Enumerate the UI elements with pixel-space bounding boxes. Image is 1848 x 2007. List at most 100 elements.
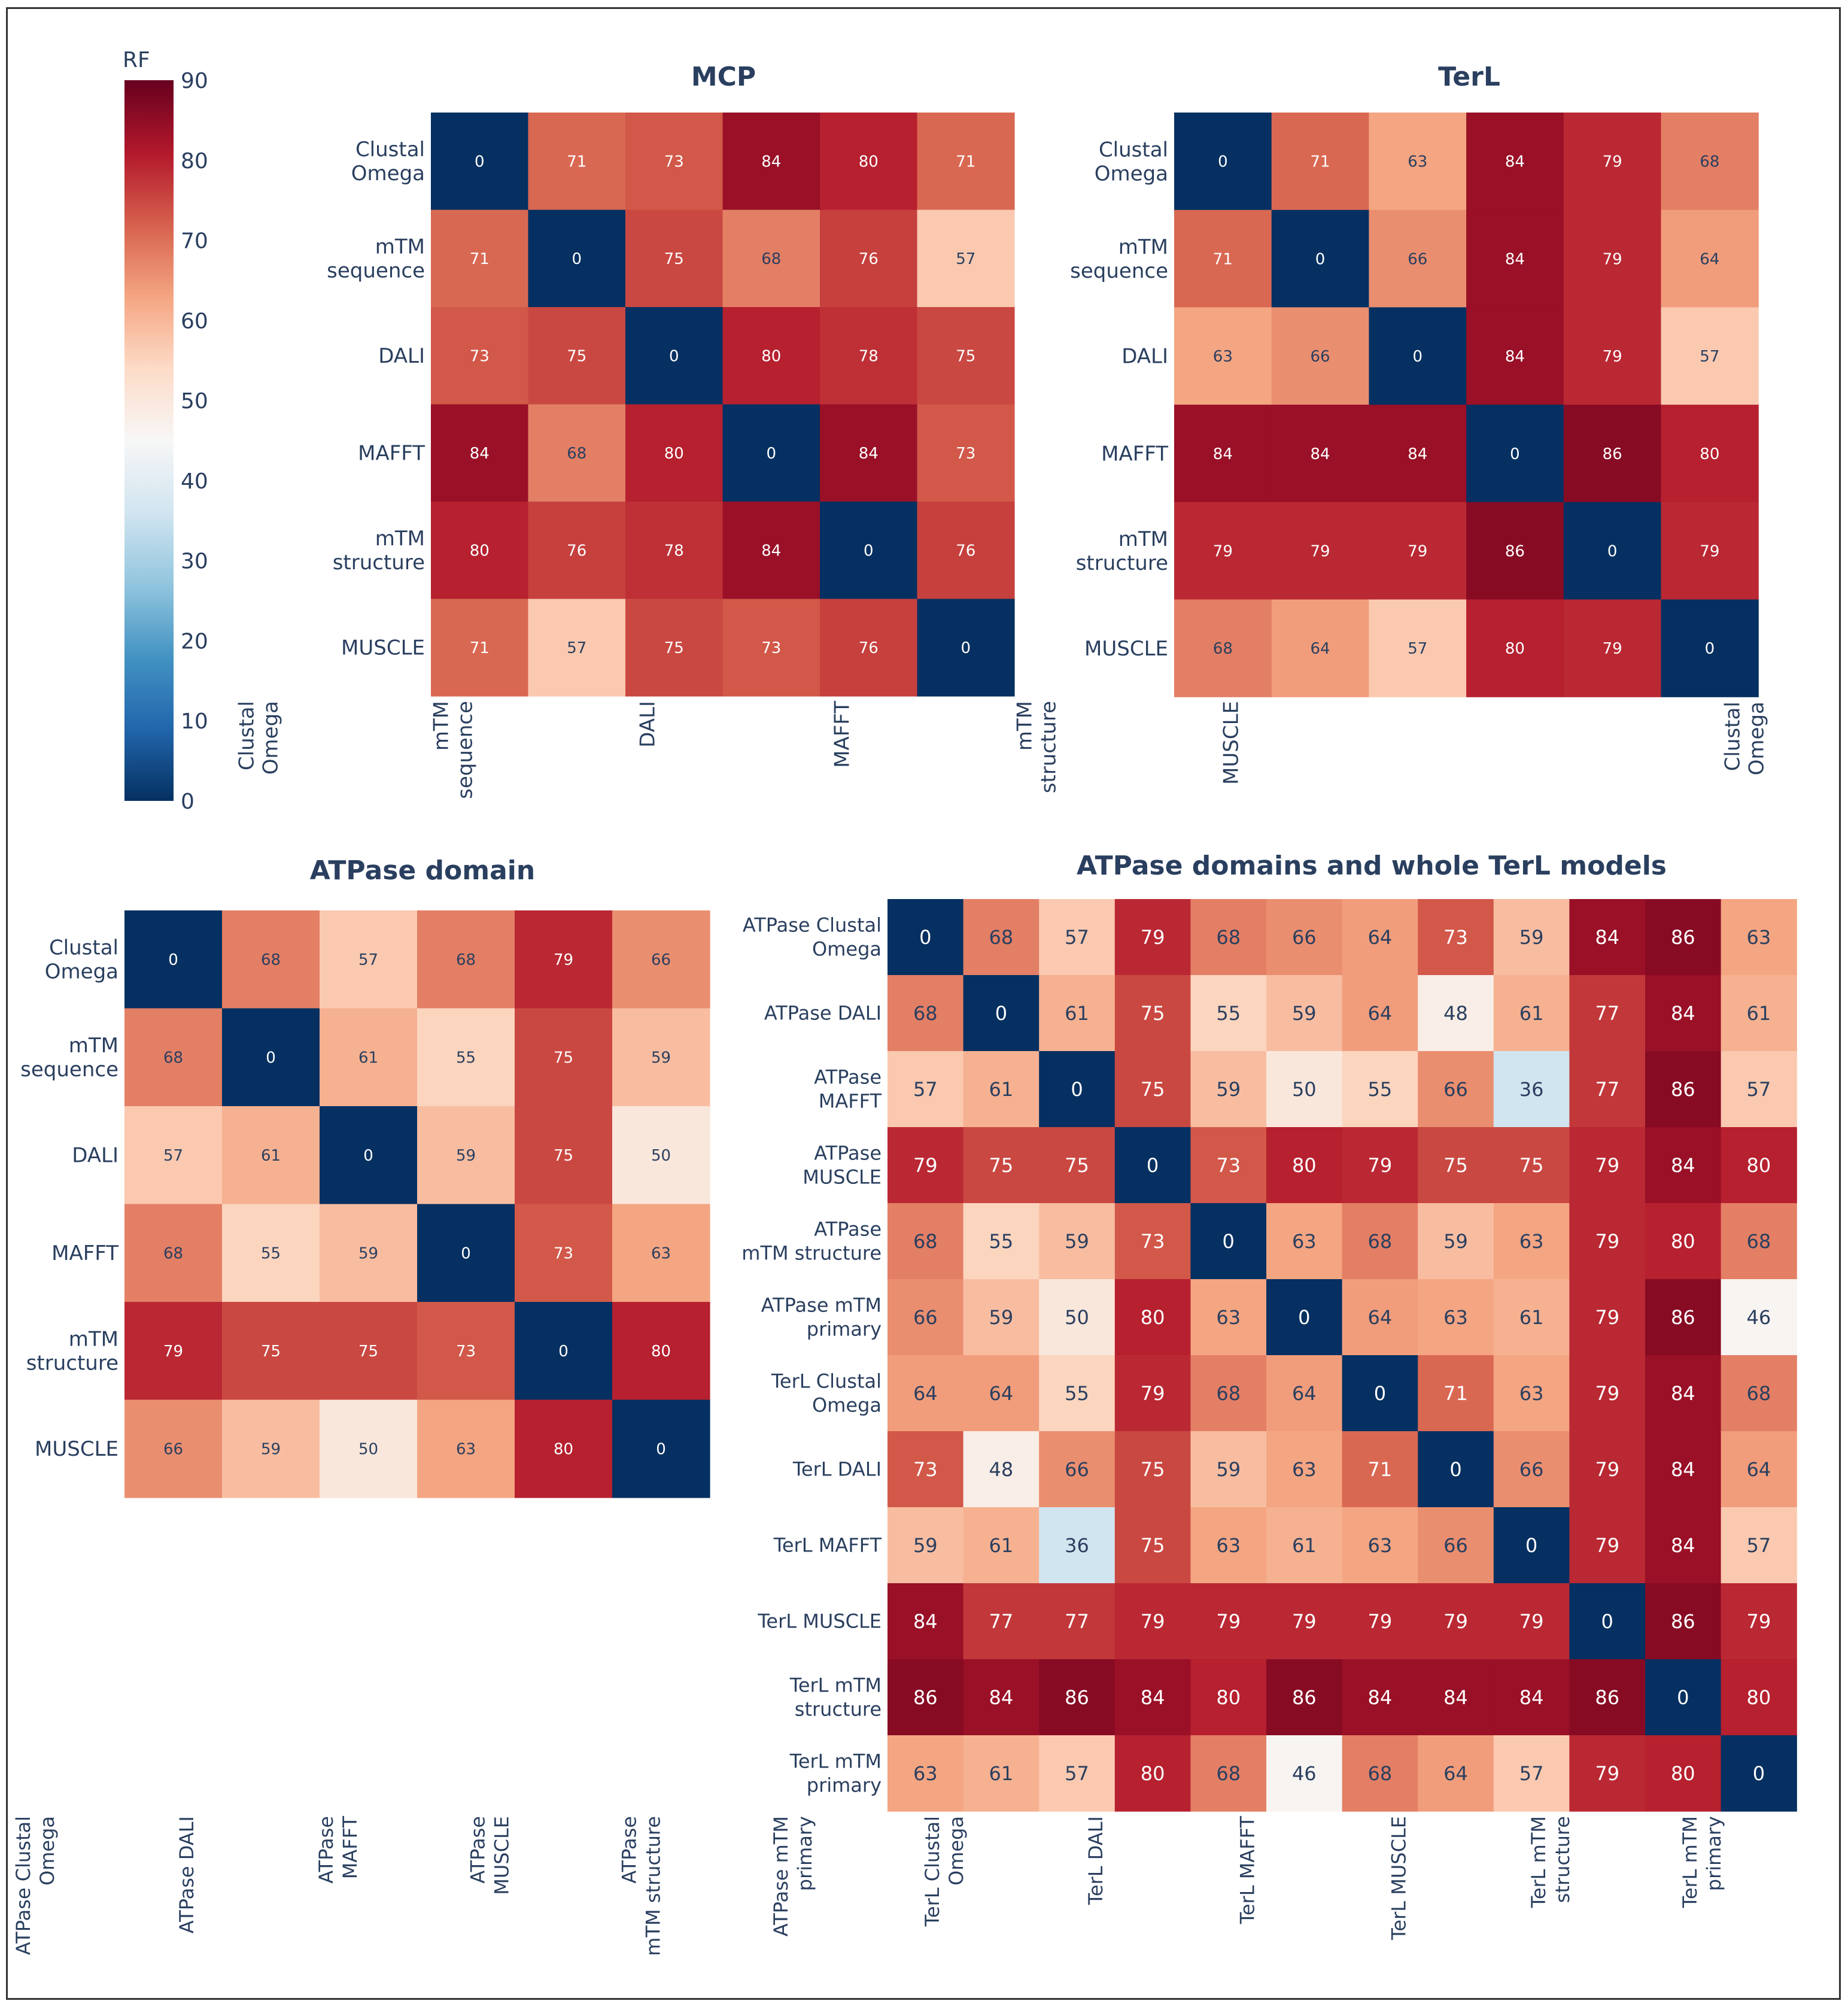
heatmap-cell: [1190, 1735, 1267, 1812]
y-tick-label: TerL mTM primary: [789, 1750, 882, 1797]
heatmap-cell: [1569, 1127, 1646, 1204]
heatmap-cell-value: 77: [1595, 1078, 1619, 1101]
heatmap-cell-value: 0: [1374, 1382, 1386, 1405]
heatmap-cell-value: 79: [1595, 1762, 1619, 1785]
y-axis-ticks: Clustal Omega mTM sequence DALI MAFFT mTM struc…: [1070, 138, 1168, 661]
heatmap-cell-value: 80: [1747, 1154, 1771, 1177]
heatmap-cell-value: 0: [919, 926, 931, 949]
heatmap-cell-value: 75: [1443, 1154, 1468, 1177]
heatmap-cell: [1342, 899, 1418, 976]
heatmap-cell: [1342, 1051, 1418, 1128]
heatmap-cell: [963, 1355, 1040, 1432]
heatmap-cell: [1645, 899, 1722, 976]
heatmap-cell-value: 57: [1700, 348, 1719, 366]
heatmap-cell: [515, 1204, 613, 1302]
heatmap-cell: [625, 113, 724, 211]
heatmap-cell-value: 73: [1443, 926, 1468, 949]
heatmap-cell: [1493, 1583, 1570, 1660]
heatmap-cell: [1266, 1735, 1343, 1812]
heatmap-cell: [1342, 1127, 1418, 1204]
heatmap-cell: [820, 404, 918, 502]
colorbar-tick-label: 60: [181, 309, 208, 333]
heatmap-cell-value: 73: [470, 348, 490, 366]
heatmap-cell-value: 63: [1216, 1306, 1241, 1329]
heatmap-cell-value: 79: [1141, 1382, 1165, 1405]
heatmap-cell-value: 66: [1292, 926, 1317, 949]
heatmap-cell: [1493, 1127, 1570, 1204]
heatmap-cell-value: 68: [567, 445, 586, 463]
x-tick-label: mTMstructure: [1013, 701, 1060, 793]
heatmap-cell: [820, 113, 918, 211]
heatmap-cell-value: 86: [1292, 1686, 1317, 1709]
heatmap-cell-value: 76: [567, 542, 586, 560]
heatmap-cell-value: 61: [261, 1147, 281, 1165]
heatmap-cell: [320, 1106, 418, 1205]
heatmap-cell-value: 55: [1368, 1078, 1393, 1101]
heatmap-cell: [1342, 1203, 1418, 1280]
heatmap-cell: [1190, 899, 1267, 976]
heatmap-cell: [963, 1431, 1040, 1508]
heatmap-cell-value: 64: [1368, 926, 1393, 949]
heatmap-cell: [1342, 1355, 1418, 1432]
heatmap-cell: [320, 1008, 418, 1107]
heatmap-cell: [1190, 1659, 1267, 1736]
heatmap-cell-value: 84: [1671, 1002, 1695, 1025]
heatmap-cell: [963, 1659, 1040, 1736]
heatmap-cell: [1190, 1431, 1267, 1508]
heatmap-cell: [515, 1106, 613, 1205]
heatmap-cell-value: 84: [761, 542, 781, 560]
heatmap-cell: [917, 502, 1015, 600]
heatmap-cells: 0 68 57 79 68 66 64 73 59 84 86 63 68 0 61 75 55 59 64 48 61…: [887, 899, 1797, 1812]
heatmap-cell-value: 76: [859, 639, 879, 657]
heatmap-cell-value: 59: [456, 1147, 476, 1165]
y-tick-label: ATPase MAFFT: [814, 1066, 882, 1113]
y-tick-label: MAFFT: [51, 1241, 118, 1265]
heatmap-cell: [722, 404, 820, 502]
heatmap-cell: [1493, 899, 1570, 976]
heatmap-cell: [124, 1399, 223, 1498]
heatmap-cell: [1645, 1659, 1722, 1736]
heatmap-cell: [1721, 1583, 1797, 1660]
heatmap-cell-value: 0: [1510, 445, 1520, 463]
heatmap-cell-value: 63: [456, 1441, 476, 1459]
heatmap-cell: [1114, 1583, 1191, 1660]
heatmap-cell-value: 0: [461, 1245, 471, 1263]
heatmap-cell-value: 80: [651, 1343, 671, 1361]
heatmap-cell-value: 86: [1603, 445, 1622, 463]
heatmap-cell-value: 73: [554, 1245, 573, 1263]
heatmap-cell: [963, 1279, 1040, 1356]
heatmap-cell-value: 79: [1368, 1154, 1393, 1177]
heatmap-cell-value: 66: [1519, 1458, 1544, 1481]
heatmap-cell-value: 61: [358, 1049, 378, 1067]
heatmap-cell-value: 59: [261, 1441, 281, 1459]
heatmap-cell: [1466, 307, 1564, 405]
heatmap-cell: [1266, 1355, 1343, 1432]
heatmap-cell-value: 84: [1443, 1686, 1468, 1709]
heatmap-cell: [917, 599, 1015, 697]
heatmap-cell-value: 78: [859, 348, 879, 366]
heatmap-cell-value: 84: [761, 153, 781, 171]
heatmap-cell: [1266, 1507, 1343, 1584]
y-tick-label: MUSCLE: [341, 636, 425, 660]
heatmap-cell: [1342, 1279, 1418, 1356]
heatmap-cell: [1493, 1355, 1570, 1432]
colorbar-tick-label: 50: [181, 389, 208, 414]
heatmap-cell-value: 68: [913, 1230, 938, 1253]
heatmap-cell-value: 0: [558, 1343, 569, 1361]
heatmap-cell: [1563, 209, 1662, 308]
heatmap-cell: [528, 404, 626, 502]
heatmap-cell-value: 79: [1595, 1458, 1619, 1481]
heatmap-cell: [1266, 1279, 1343, 1356]
heatmap-cell-value: 71: [1368, 1458, 1393, 1481]
heatmap-cell: [1418, 1355, 1494, 1432]
heatmap-cell: [431, 502, 529, 600]
heatmap-cell: [1369, 405, 1467, 503]
heatmap-cell-value: 66: [163, 1441, 183, 1459]
heatmap-cell: [320, 1399, 418, 1498]
x-tick-label: TerL mTMstructure: [1527, 1816, 1574, 1908]
y-tick-label: TerL mTM structure: [789, 1674, 882, 1721]
heatmap-cell-value: 80: [664, 445, 684, 463]
heatmap-cell: [887, 1431, 964, 1508]
heatmap-cell: [1190, 1583, 1267, 1660]
heatmap-cell: [222, 1399, 320, 1498]
